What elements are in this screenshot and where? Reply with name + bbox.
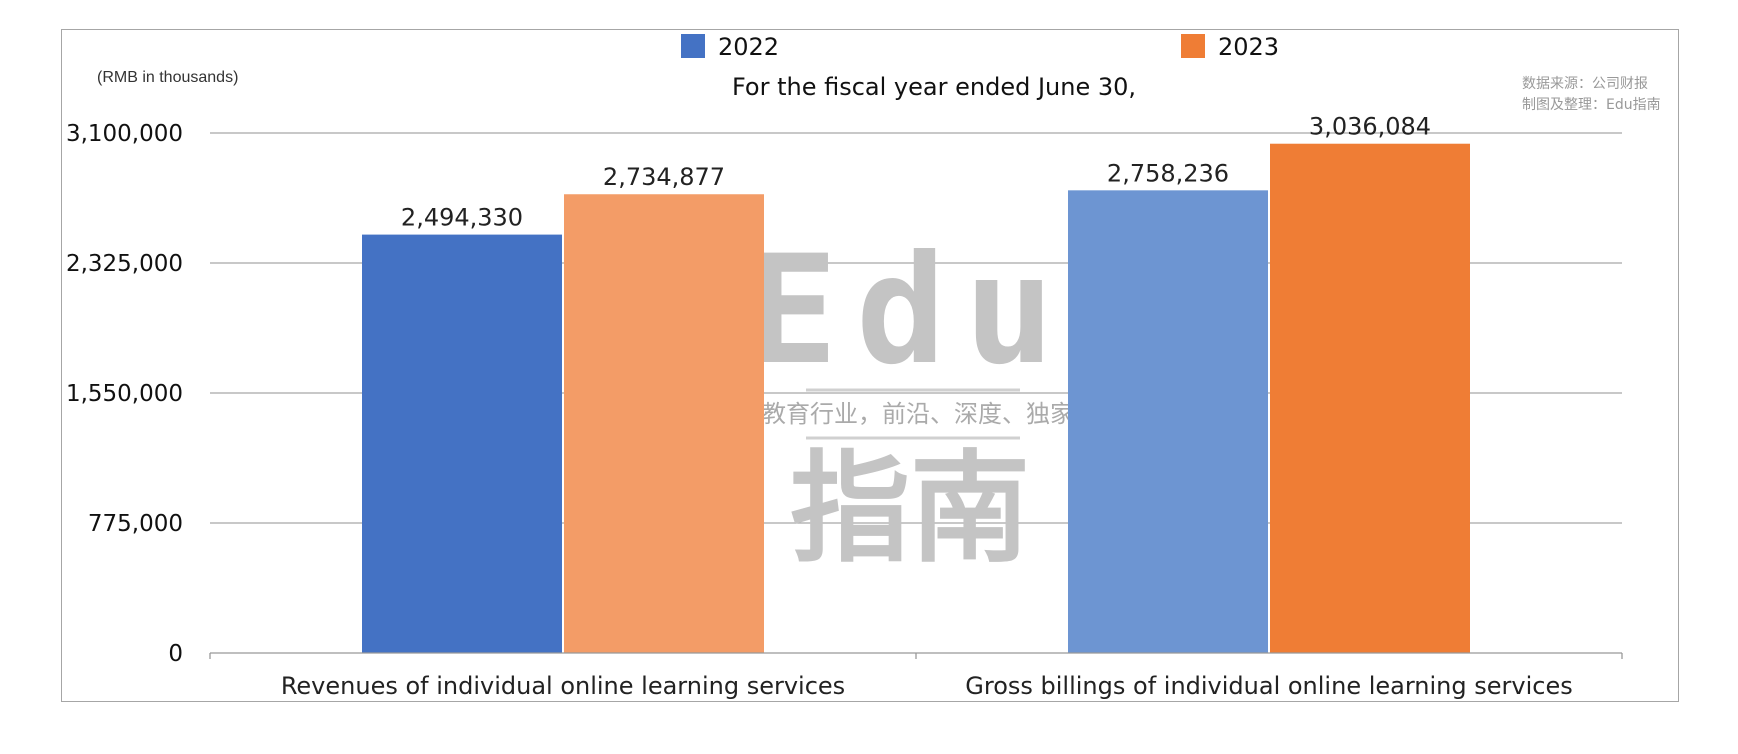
legend-swatch-2023 (1181, 34, 1205, 58)
category-label-1: Gross billings of individual online lear… (965, 672, 1572, 700)
bars (362, 143, 1470, 654)
legend-swatch-2022 (681, 34, 705, 58)
unit-note: (RMB in thousands) (97, 69, 238, 86)
bar-2023-1 (1270, 143, 1470, 654)
y-tick-label-3: 2,325,000 (66, 251, 183, 277)
data-label-2022-1: 2,758,236 (1107, 159, 1229, 187)
y-tick-label-0: 0 (168, 641, 183, 667)
data-label-2022-0: 2,494,330 (401, 204, 523, 232)
y-tick-label-1: 775,000 (88, 511, 183, 537)
data-label-2023-1: 3,036,084 (1309, 113, 1431, 141)
source-line-2: 制图及整理：Edu指南 (1522, 97, 1661, 113)
watermark-brand-cn: 指南 (790, 440, 1030, 579)
bar-2022-1 (1068, 190, 1268, 653)
data-label-2023-0: 2,734,877 (603, 163, 725, 191)
watermark-tagline: 教育行业，前沿、深度、独家 (762, 400, 1074, 428)
y-tick-labels: 0 775,000 1,550,000 2,325,000 3,100,000 (66, 121, 183, 667)
y-tick-label-4: 3,100,000 (66, 121, 183, 147)
data-labels: 2,494,330 2,734,877 2,758,236 3,036,084 (401, 113, 1431, 232)
legend-label-2022: 2022 (718, 33, 779, 61)
legend: 2022 2023 (681, 33, 1279, 61)
watermark-brand: Edu (748, 224, 1073, 398)
y-tick-label-2: 1,550,000 (66, 381, 183, 407)
chart-title: For the fiscal year ended June 30, (732, 73, 1136, 101)
bar-2022-0 (362, 234, 562, 653)
source-line-1: 数据来源：公司财报 (1522, 76, 1648, 92)
bar-2023-0 (564, 194, 764, 653)
category-label-0: Revenues of individual online learning s… (281, 672, 845, 700)
category-labels: Revenues of individual online learning s… (281, 672, 1573, 700)
axes (209, 652, 1623, 659)
watermark: Edu 教育行业，前沿、深度、独家 指南 (748, 224, 1074, 579)
legend-label-2023: 2023 (1218, 33, 1279, 61)
